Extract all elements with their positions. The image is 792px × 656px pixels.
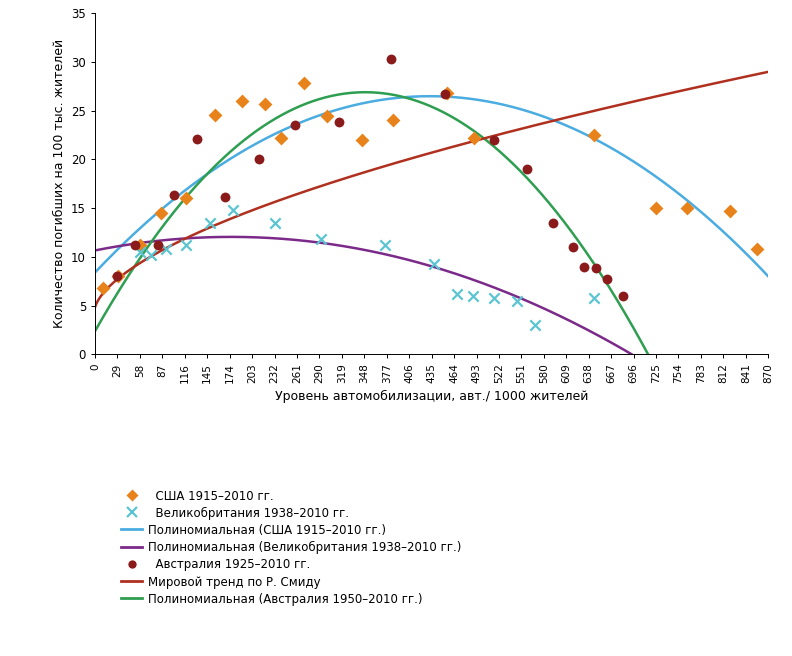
Point <box>134 240 147 251</box>
Point <box>236 96 249 106</box>
Point <box>384 54 397 64</box>
Point <box>616 291 629 301</box>
Point <box>298 78 310 89</box>
Point <box>520 164 533 174</box>
Point <box>649 203 662 213</box>
Point <box>680 203 693 213</box>
Point <box>333 117 345 127</box>
Point <box>590 263 603 274</box>
Point <box>588 293 600 303</box>
Point <box>168 190 181 201</box>
Point <box>451 289 463 299</box>
Point <box>466 291 479 301</box>
Point <box>321 111 333 121</box>
Point <box>268 217 281 228</box>
Point <box>208 110 221 121</box>
Point <box>253 154 265 165</box>
Point <box>274 133 287 143</box>
Point <box>112 271 124 281</box>
Point <box>601 274 614 285</box>
Point <box>288 120 301 131</box>
Point <box>428 258 440 269</box>
Point <box>180 240 192 251</box>
Point <box>567 242 580 253</box>
Y-axis label: Количество погибших на 100 тыс. жителей: Количество погибших на 100 тыс. жителей <box>52 39 66 328</box>
Point <box>439 89 451 99</box>
Point <box>356 134 368 145</box>
Point <box>314 234 327 245</box>
Point <box>191 134 204 144</box>
Point <box>110 271 123 281</box>
Point <box>510 295 523 306</box>
Point <box>219 192 231 203</box>
Point <box>97 283 109 293</box>
Point <box>487 134 500 145</box>
Point <box>546 217 559 228</box>
Point <box>152 240 165 251</box>
Point <box>180 193 192 203</box>
Point <box>588 130 600 140</box>
X-axis label: Уровень автомобилизации, авт./ 1000 жителей: Уровень автомобилизации, авт./ 1000 жите… <box>275 390 588 403</box>
Point <box>528 319 541 330</box>
Point <box>441 88 454 98</box>
Point <box>154 208 167 218</box>
Point <box>386 115 399 125</box>
Point <box>134 247 147 257</box>
Point <box>227 205 239 215</box>
Point <box>750 244 763 255</box>
Point <box>204 217 216 228</box>
Point <box>259 98 272 109</box>
Legend:   США 1915–2010 гг.,   Великобритания 1938–2010 гг., Полиномиальная (США 1915–20: США 1915–2010 гг., Великобритания 1938–2… <box>121 490 462 605</box>
Point <box>144 249 157 260</box>
Point <box>468 133 481 143</box>
Point <box>379 240 391 251</box>
Point <box>487 293 500 303</box>
Point <box>129 240 142 251</box>
Point <box>723 206 736 216</box>
Point <box>577 261 590 272</box>
Point <box>160 244 173 255</box>
